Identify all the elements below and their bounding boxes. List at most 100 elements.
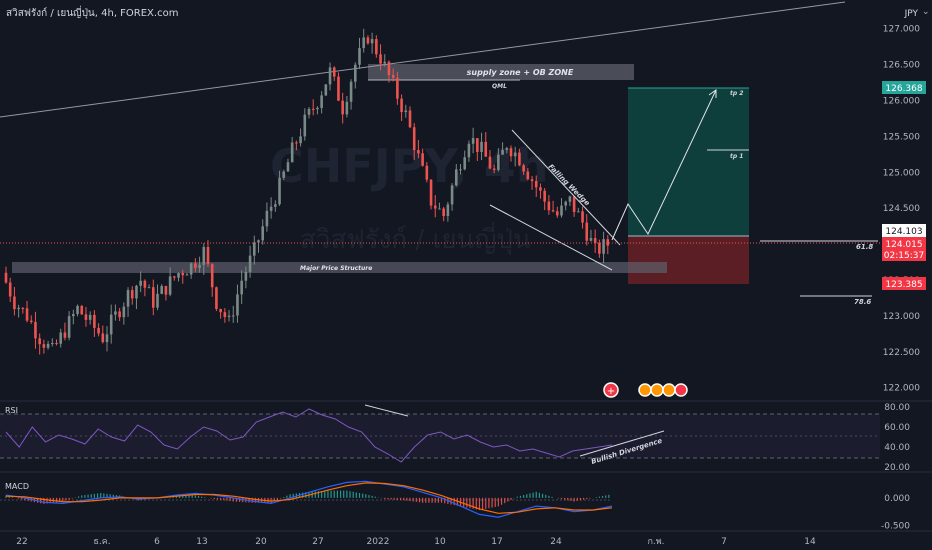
rsi-divergence-top-line[interactable] — [364, 404, 409, 417]
macd-histogram — [5, 490, 610, 511]
stop-zone[interactable] — [628, 236, 749, 284]
candle-body — [139, 280, 142, 286]
macd-line[interactable] — [5, 480, 613, 518]
event-flag-icon[interactable] — [650, 383, 664, 397]
candle-body — [366, 37, 370, 44]
time-tick-label: 22 — [16, 537, 27, 547]
wedge-lower-line[interactable] — [489, 204, 613, 271]
candle-body — [577, 211, 580, 213]
candle-body — [286, 162, 290, 172]
projection-path[interactable] — [611, 89, 717, 241]
candle-body — [337, 76, 340, 101]
candle-body — [387, 61, 391, 76]
time-axis[interactable]: 22 ธ.ค. 6 13 20 27 2022 10 17 24 ก.พ. 7 14 — [16, 537, 816, 547]
candle-body — [84, 314, 88, 320]
candle-body — [404, 110, 408, 113]
time-tick-label: 27 — [312, 537, 323, 547]
candle-body — [341, 100, 344, 115]
candle-body — [598, 242, 601, 254]
candle-body — [497, 154, 500, 170]
candle-body — [450, 185, 454, 205]
candle-body — [471, 138, 475, 144]
chevron-down-icon[interactable]: ⌄ — [922, 7, 930, 17]
price-tick-label: 125.500 — [883, 132, 920, 142]
candle-body — [143, 280, 147, 288]
dividend-events-group[interactable] — [638, 383, 688, 397]
macd-tick-label: 0.000 — [884, 494, 910, 504]
macd-axis[interactable]: 0.000 -0.500 — [881, 494, 910, 532]
signal-line[interactable] — [5, 482, 613, 514]
resistance-trendline[interactable] — [0, 1, 846, 118]
candle-body — [97, 327, 100, 334]
candle-body — [130, 290, 134, 299]
rsi-divergence-line[interactable] — [579, 430, 665, 457]
time-tick-label: 17 — [491, 537, 502, 547]
candle-body — [459, 169, 462, 171]
price-tick-label: 122.500 — [883, 348, 920, 358]
target-zone[interactable] — [628, 88, 749, 236]
candle-body — [606, 239, 610, 246]
candle-body — [42, 344, 46, 348]
candle-body — [4, 272, 8, 283]
candle-body — [572, 196, 576, 213]
candle-body — [539, 187, 542, 191]
candle-body — [438, 208, 441, 210]
candle-body — [189, 263, 193, 275]
candle-body — [160, 285, 164, 294]
candle-body — [303, 114, 307, 137]
rsi-label[interactable]: RSI — [5, 406, 18, 415]
economic-event-icon[interactable] — [603, 382, 619, 398]
candle-body — [442, 208, 445, 217]
time-tick-label: 7 — [721, 537, 727, 547]
candle-body — [530, 179, 534, 182]
event-flag-icon[interactable] — [638, 383, 652, 397]
candle-body — [236, 294, 239, 316]
candle-body — [555, 211, 559, 216]
entry-price-text: 124.103 — [885, 227, 922, 237]
watermark-name: สวิสฟรังก์ / เยนญี่ปุ่น — [300, 221, 531, 255]
candle-body — [568, 196, 572, 202]
candle-body — [316, 107, 319, 110]
candle-body — [358, 48, 361, 65]
candle-body — [248, 255, 252, 272]
event-flag-icon[interactable] — [662, 383, 676, 397]
candle-body — [425, 165, 429, 180]
rsi-line[interactable] — [5, 408, 613, 463]
time-tick-label: ธ.ค. — [93, 537, 110, 547]
candle-body — [34, 321, 37, 339]
candle-body — [219, 308, 222, 313]
countdown-text: 02:15:37 — [884, 251, 924, 261]
candle-body — [202, 246, 206, 265]
time-tick-label: 14 — [804, 537, 816, 547]
candle-body — [198, 264, 201, 268]
target-price-tag[interactable] — [882, 81, 926, 94]
candle-body — [50, 343, 54, 345]
tp1-label: tp 1 — [730, 153, 743, 160]
rsi-axis[interactable]: 80.00 60.00 40.00 20.00 — [884, 403, 910, 473]
candle-body — [534, 181, 538, 188]
candle-body — [476, 138, 479, 152]
candle-body — [46, 343, 50, 348]
major-structure-label: Major Price Structure — [300, 265, 372, 272]
candle-body — [38, 338, 41, 345]
supply-zone-box[interactable] — [368, 64, 634, 80]
candle-body — [526, 171, 530, 180]
wedge-upper-line[interactable] — [511, 129, 621, 246]
time-tick-label: 20 — [255, 537, 267, 547]
current-price-tag[interactable] — [882, 237, 926, 261]
symbol-title[interactable]: สวิสฟรังก์ / เยนญี่ปุ่น, 4h, FOREX.com — [6, 5, 178, 19]
entry-price-tag[interactable] — [882, 224, 926, 237]
event-flag-icon[interactable] — [674, 383, 688, 397]
candle-body — [59, 332, 63, 344]
candle-body — [349, 81, 353, 102]
qml-label: QML — [492, 83, 507, 90]
candle-body — [63, 332, 67, 338]
candle-body — [76, 305, 79, 315]
candle-body — [320, 95, 323, 108]
major-structure-box[interactable] — [12, 262, 667, 273]
candle-body — [560, 205, 563, 216]
candle-body — [332, 67, 336, 77]
macd-label[interactable]: MACD — [5, 482, 29, 491]
stop-price-tag[interactable] — [882, 277, 926, 290]
